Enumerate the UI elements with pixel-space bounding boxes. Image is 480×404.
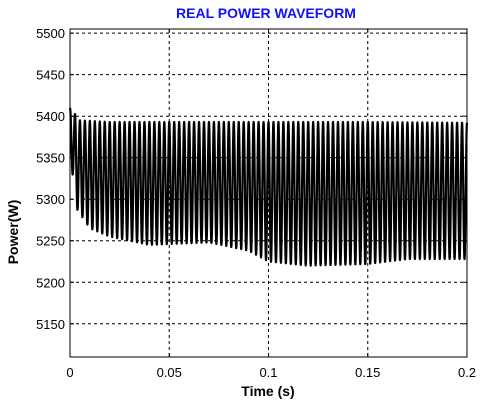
x-tick-label: 0.15 — [355, 365, 380, 380]
y-axis-label: Power(W) — [5, 200, 21, 265]
y-tick-label: 5350 — [36, 151, 65, 166]
ticks: 0 0.05 0.1 0.15 0.2 5150 5200 5250 5300 5350 5400 5… — [36, 26, 476, 380]
series-layer — [68, 107, 469, 267]
chart-title: REAL POWER WAVEFORM — [176, 5, 356, 21]
x-tick-label: 0.2 — [458, 365, 476, 380]
x-tick-label: 0.1 — [259, 365, 277, 380]
y-tick-label: 5250 — [36, 234, 65, 249]
y-tick-label: 5400 — [36, 109, 65, 124]
x-axis-label: Time (s) — [241, 383, 294, 399]
grid — [70, 29, 467, 357]
x-tick-label: 0.05 — [157, 365, 182, 380]
y-tick-label: 5300 — [36, 192, 65, 207]
y-tick-label: 5450 — [36, 68, 65, 83]
y-tick-label: 5500 — [36, 26, 65, 41]
y-tick-label: 5150 — [36, 317, 65, 332]
x-tick-label: 0 — [66, 365, 73, 380]
series-line-0 — [68, 107, 469, 267]
y-tick-label: 5200 — [36, 275, 65, 290]
